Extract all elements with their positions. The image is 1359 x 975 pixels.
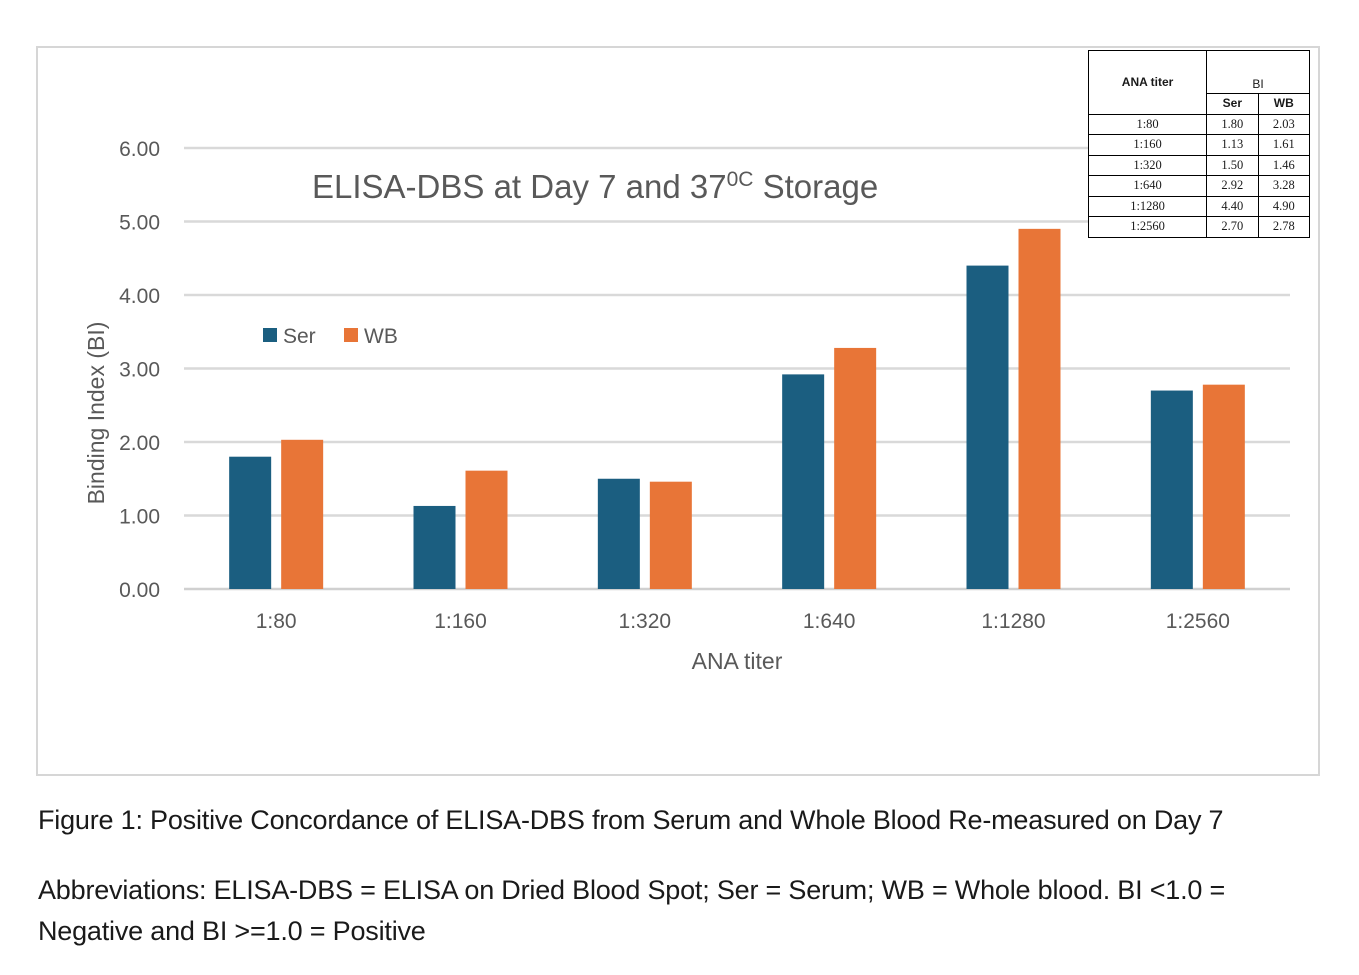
table-cell: 1:80 — [1087, 113, 1208, 135]
legend-swatch-wb — [344, 328, 358, 342]
table-cell: 1:2560 — [1087, 216, 1208, 238]
table-cell: 1.61 — [1257, 134, 1311, 156]
chart-frame — [36, 46, 1320, 776]
bi-data-table: ANA titer BI Ser WB 1:80 1.80 2.03 1:160… — [1087, 50, 1311, 238]
table-cell: 2.70 — [1206, 216, 1259, 238]
table-row: 1:80 1.80 2.03 — [1087, 113, 1311, 135]
abbreviations-note: Abbreviations: ELISA-DBS = ELISA on Drie… — [38, 875, 1226, 946]
bar-wb — [465, 470, 508, 589]
legend-label-ser: Ser — [283, 325, 316, 348]
table-row: 1:1280 4.40 4.90 — [1087, 195, 1311, 217]
table-cell: 1.50 — [1206, 154, 1259, 176]
legend-swatch-ser — [263, 328, 277, 342]
table-cell: 2.92 — [1206, 175, 1259, 197]
table-cell: 1:640 — [1087, 175, 1208, 197]
table-cell: 2.03 — [1257, 113, 1311, 135]
table-header-ser: Ser — [1206, 93, 1259, 115]
bar-ser — [597, 478, 640, 589]
table-cell: 4.40 — [1206, 195, 1259, 217]
table-cell: 1.13 — [1206, 134, 1259, 156]
y-tick-label: 5.00 — [119, 212, 160, 235]
y-axis-label: Binding Index (BI) — [83, 322, 109, 505]
table-row: 1:320 1.50 1.46 — [1087, 154, 1311, 176]
y-tick-label: 4.00 — [119, 285, 160, 308]
y-tick-label: 1.00 — [119, 506, 160, 529]
bar-ser — [966, 265, 1009, 589]
table-header-wb: WB — [1257, 93, 1311, 115]
y-tick-label: 6.00 — [119, 138, 160, 161]
table-row: 1:160 1.13 1.61 — [1087, 134, 1311, 156]
y-tick-label: 3.00 — [119, 359, 160, 382]
x-tick-label: 1:320 — [619, 610, 672, 633]
table-cell: 1:160 — [1087, 134, 1208, 156]
bar-ser — [782, 374, 825, 589]
table-cell: 1.80 — [1206, 113, 1259, 135]
table-cell: 4.90 — [1257, 195, 1311, 217]
x-tick-label: 1:80 — [256, 610, 297, 633]
bar-wb — [1202, 384, 1245, 589]
table-header-ana-titer: ANA titer — [1087, 50, 1208, 115]
bar-wb — [649, 481, 692, 589]
bar-wb — [281, 439, 324, 589]
table-header-bi: BI — [1206, 50, 1310, 94]
bar-chart: 0.00 1.00 2.00 3.00 4.00 5.00 6.00 1:80 1:160 1:3… — [83, 138, 1290, 674]
table-row: 1:2560 2.70 2.78 — [1087, 216, 1311, 238]
table-cell: 1.46 — [1257, 154, 1311, 176]
chart-title: ELISA-DBS at Day 7 and 370C Storage — [312, 168, 878, 205]
figure-caption: Figure 1: Positive Concordance of ELISA-… — [38, 805, 1224, 835]
x-tick-label: 1:2560 — [1166, 610, 1230, 633]
bar-ser — [1150, 390, 1193, 589]
y-tick-label: 2.00 — [119, 432, 160, 455]
bar-wb — [1018, 228, 1061, 589]
table-cell: 2.78 — [1257, 216, 1311, 238]
y-tick-label: 0.00 — [119, 579, 160, 602]
table-cell: 1:1280 — [1087, 195, 1208, 217]
x-tick-label: 1:640 — [803, 610, 856, 633]
x-axis-label: ANA titer — [692, 648, 783, 674]
bar-ser — [229, 456, 272, 589]
bar-ser — [413, 505, 456, 589]
table-cell: 1:320 — [1087, 154, 1208, 176]
table-cell: 3.28 — [1257, 175, 1311, 197]
bar-wb — [834, 347, 877, 589]
x-tick-label: 1:160 — [434, 610, 487, 633]
x-tick-label: 1:1280 — [981, 610, 1045, 633]
table-row: 1:640 2.92 3.28 — [1087, 175, 1311, 197]
legend-label-wb: WB — [364, 325, 398, 348]
